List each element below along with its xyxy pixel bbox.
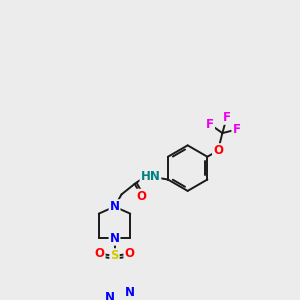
Text: N: N (110, 232, 119, 245)
Text: O: O (137, 190, 147, 202)
Text: S: S (110, 249, 119, 262)
Text: O: O (213, 144, 223, 157)
Text: O: O (94, 248, 105, 260)
Text: N: N (105, 291, 115, 300)
Text: F: F (223, 111, 231, 124)
Text: N: N (125, 286, 135, 299)
Text: HN: HN (140, 170, 160, 183)
Text: F: F (206, 118, 214, 131)
Text: N: N (110, 200, 119, 213)
Text: O: O (124, 248, 134, 260)
Text: F: F (232, 123, 240, 136)
